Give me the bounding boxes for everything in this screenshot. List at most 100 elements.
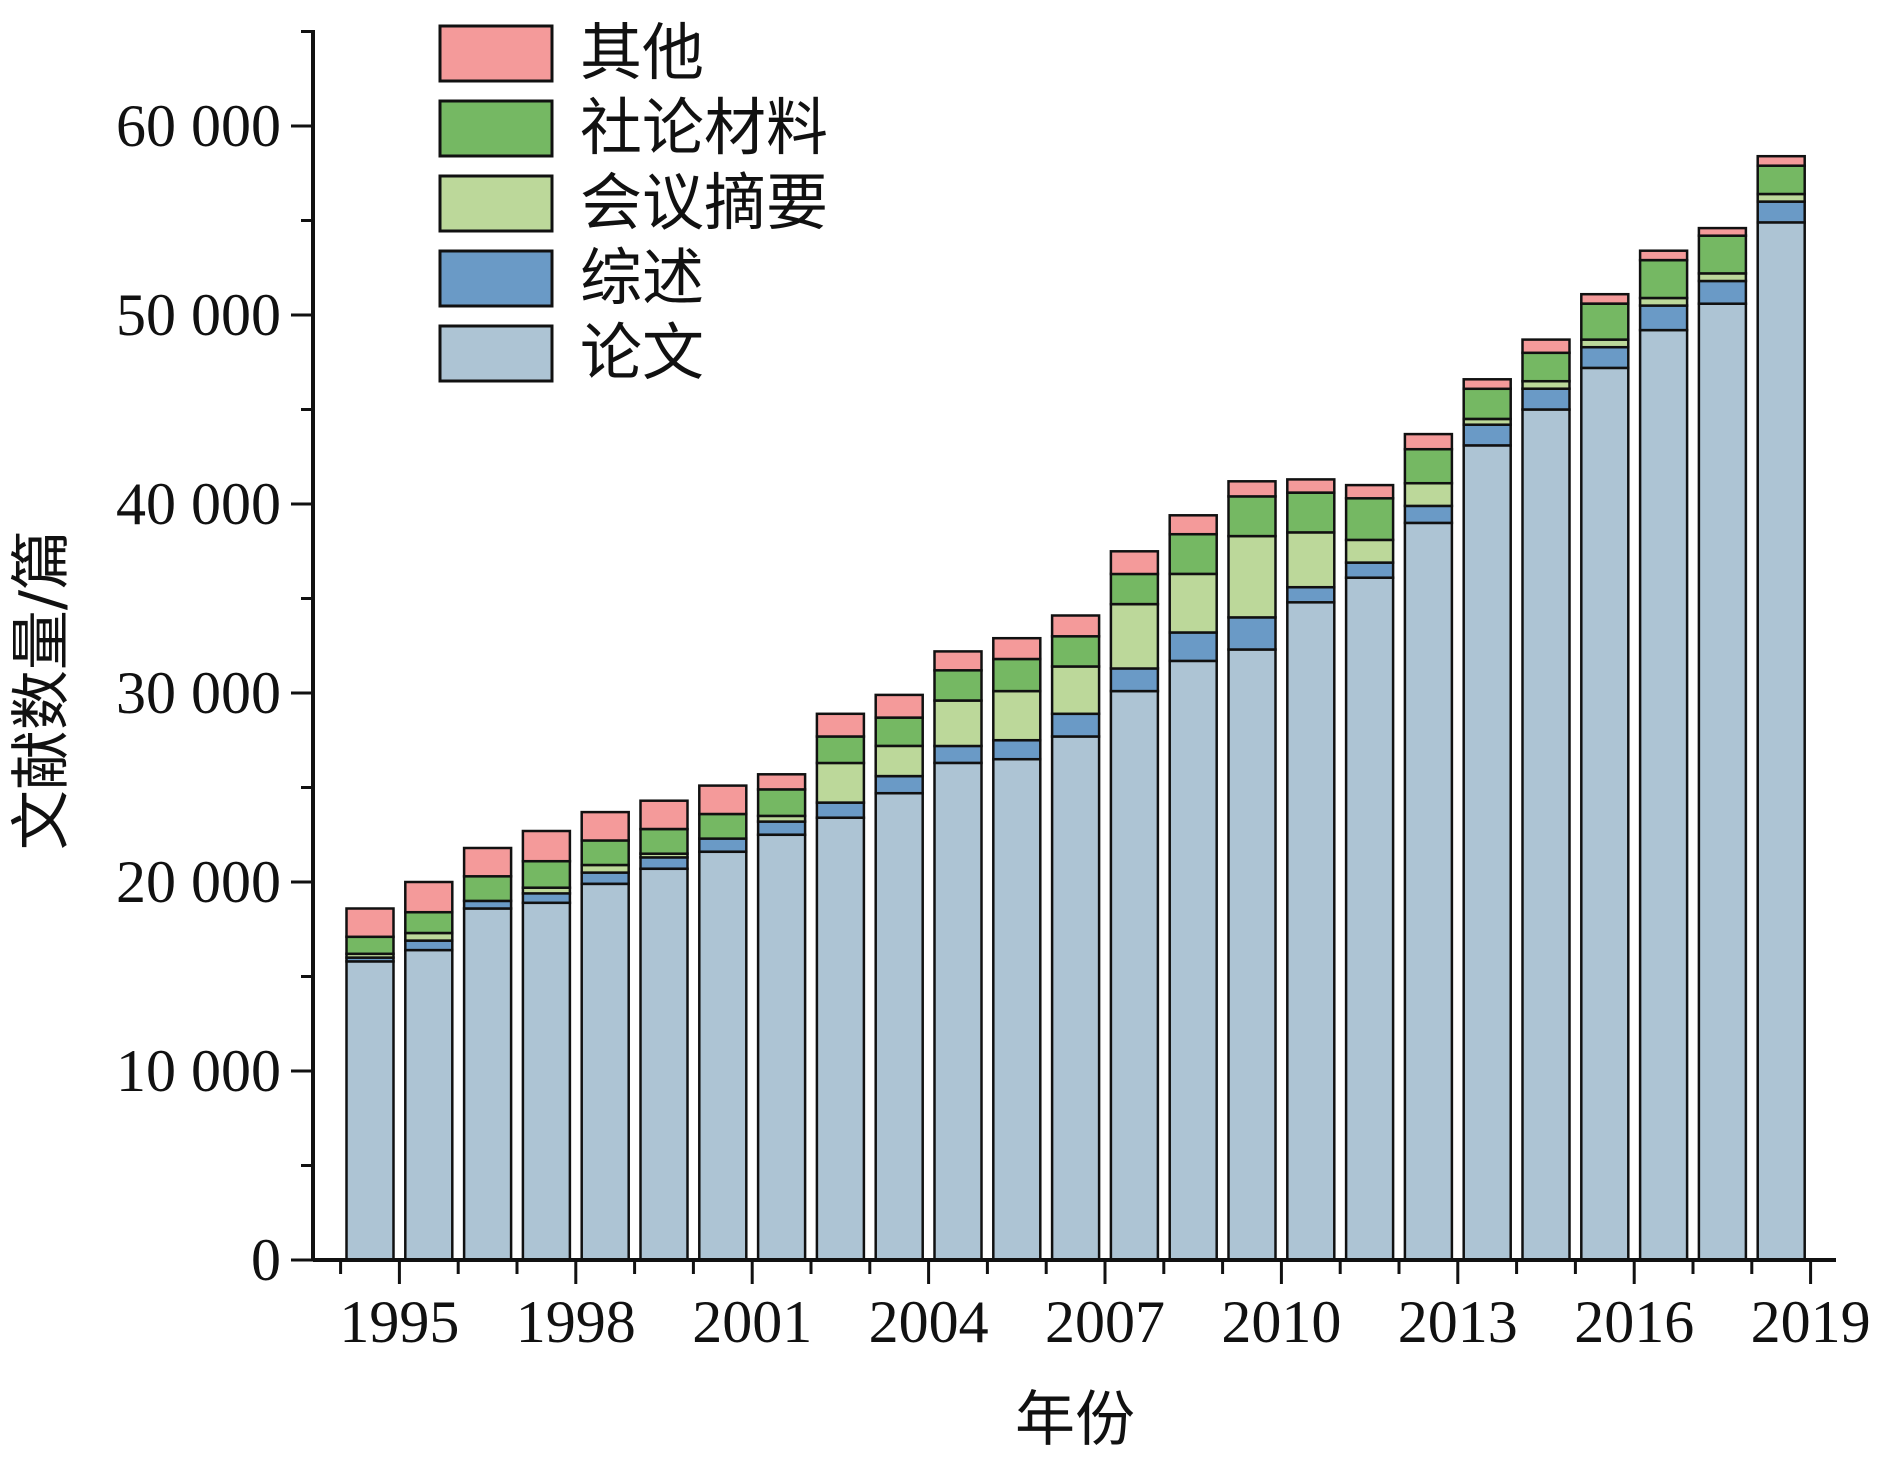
bar-segment-2000-1 [698, 837, 748, 853]
bar-segment-2000-4 [698, 784, 748, 816]
legend-label: 其他 [580, 16, 704, 89]
bar-segment-2008-0 [1168, 659, 1218, 1262]
bar-segment-1995-1 [404, 939, 454, 952]
bar-segment-2005-3 [992, 657, 1042, 693]
x-tick-label: 2010 [1221, 1289, 1341, 1355]
bar-segment-2013-1 [1462, 423, 1512, 447]
bar-segment-2017-0 [1697, 302, 1748, 1262]
chart-axes: 0 10 000 20 000 30 000 40 000 50 000 60 000 199… [116, 30, 1871, 1355]
y-tick-label: 50 000 [116, 282, 281, 348]
legend-label: 会议摘要 [580, 166, 828, 239]
bar-segment-1999-1 [639, 856, 689, 870]
legend-label: 综述 [580, 241, 704, 314]
legend-swatch [438, 24, 554, 83]
bar-segment-2011-4 [1344, 483, 1395, 500]
bar-segment-2003-1 [874, 774, 924, 795]
bar-segment-2001-0 [756, 833, 807, 1262]
bar-segment-2013-3 [1462, 387, 1512, 421]
y-tick-label: 0 [251, 1227, 281, 1293]
bar-segment-2005-1 [992, 739, 1042, 761]
y-axis-title: 文献数量/篇 [7, 530, 77, 850]
bar-segment-1996-0 [462, 907, 513, 1262]
x-tick-label: 2001 [692, 1289, 812, 1355]
bar-segment-2017-1 [1697, 279, 1748, 305]
bar-segment-2015-0 [1580, 366, 1630, 1262]
bar-segment-2002-0 [815, 816, 866, 1262]
x-tick-label: 2004 [869, 1289, 989, 1355]
x-tick-label: 1998 [516, 1289, 636, 1355]
bar-segment-1997-3 [521, 859, 572, 889]
bar-segment-2004-4 [933, 650, 983, 672]
bar-segment-2003-4 [874, 693, 924, 719]
bar-segment-2018-4 [1756, 154, 1806, 167]
bar-segment-2011-1 [1344, 561, 1395, 579]
bar-segment-2010-3 [1286, 491, 1336, 534]
bar-segment-1997-1 [521, 892, 572, 905]
bar-segment-2009-4 [1227, 480, 1277, 498]
bar-segment-1998-0 [580, 882, 630, 1262]
bar-segment-2006-4 [1050, 614, 1101, 638]
legend-swatch [438, 249, 554, 308]
bar-stacks [345, 154, 1806, 1262]
bar-segment-2000-3 [698, 812, 748, 840]
y-tick-label: 60 000 [116, 93, 281, 159]
bar-segment-2014-4 [1521, 338, 1571, 355]
bar-segment-2001-4 [756, 773, 807, 791]
bar-segment-2005-0 [992, 757, 1042, 1262]
bar-segment-1996-4 [462, 846, 513, 878]
bar-segment-1999-0 [639, 867, 689, 1262]
bar-segment-2011-3 [1344, 497, 1395, 542]
bar-segment-2002-2 [815, 761, 866, 804]
bar-segment-1994-0 [345, 960, 395, 1262]
bar-segment-2017-4 [1697, 226, 1748, 237]
y-tick-label: 40 000 [116, 471, 281, 537]
bar-segment-2016-1 [1638, 304, 1689, 332]
bar-segment-2007-2 [1109, 602, 1160, 670]
bar-segment-2006-2 [1050, 665, 1101, 716]
bar-segment-1997-4 [521, 829, 572, 863]
bar-segment-2004-3 [933, 669, 983, 702]
bar-segment-2010-4 [1286, 478, 1336, 494]
bar-segment-2012-3 [1403, 447, 1454, 485]
legend-label: 论文 [580, 316, 704, 389]
bar-segment-2016-4 [1638, 249, 1689, 262]
bar-segment-2009-1 [1227, 616, 1277, 651]
bar-segment-2015-1 [1580, 345, 1630, 370]
bar-segment-1995-0 [404, 948, 454, 1262]
x-tick-label: 1995 [339, 1289, 459, 1355]
bar-segment-2006-3 [1050, 635, 1101, 668]
bar-segment-2014-0 [1521, 408, 1571, 1262]
legend-swatch [438, 324, 554, 383]
bar-segment-2007-0 [1109, 689, 1160, 1262]
bar-segment-2009-0 [1227, 648, 1277, 1262]
bar-segment-2013-0 [1462, 444, 1512, 1262]
bar-segment-2013-4 [1462, 378, 1512, 391]
legend-swatch [438, 99, 554, 158]
bar-segment-2018-1 [1756, 200, 1806, 224]
bar-segment-2008-1 [1168, 631, 1218, 663]
bar-segment-2010-0 [1286, 601, 1336, 1262]
bar-segment-2014-1 [1521, 387, 1571, 411]
bar-segment-2004-1 [933, 744, 983, 765]
legend-label: 社论材料 [580, 91, 828, 164]
y-tick-label: 30 000 [116, 660, 281, 726]
y-tick-label: 10 000 [116, 1038, 281, 1104]
bar-segment-2004-0 [933, 761, 983, 1262]
bar-segment-2010-1 [1286, 585, 1336, 604]
bar-segment-2003-3 [874, 716, 924, 748]
bar-segment-2006-1 [1050, 712, 1101, 738]
x-tick-label: 2019 [1751, 1289, 1871, 1355]
bar-segment-1999-3 [639, 827, 689, 855]
bar-segment-2017-3 [1697, 234, 1748, 275]
bar-segment-1995-3 [404, 910, 454, 935]
bar-segment-2015-4 [1580, 292, 1630, 305]
bar-segment-2001-3 [756, 788, 807, 818]
bar-segment-1999-4 [639, 799, 689, 831]
legend-swatch [438, 174, 554, 233]
bar-segment-2006-0 [1050, 735, 1101, 1262]
bar-segment-2009-3 [1227, 495, 1277, 538]
x-tick-label: 2007 [1045, 1289, 1165, 1355]
bar-segment-2016-3 [1638, 258, 1689, 300]
